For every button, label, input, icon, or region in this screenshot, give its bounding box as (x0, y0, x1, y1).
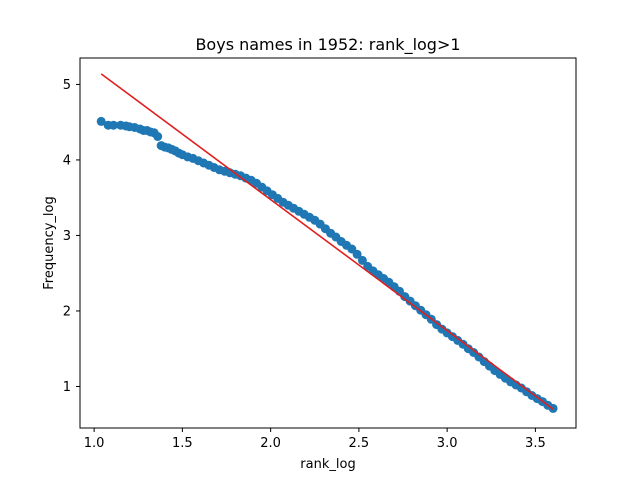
x-axis: 1.0 1.5 2.0 2.5 3.0 3.5 (84, 428, 546, 451)
x-tick-label: 3.0 (437, 436, 458, 451)
chart-title: Boys names in 1952: rank_log>1 (195, 35, 460, 55)
plot-marks (96, 73, 558, 413)
y-tick-label: 1 (63, 380, 71, 395)
fit-line (100, 73, 554, 410)
data-point (96, 116, 106, 126)
x-tick-label: 1.5 (172, 436, 193, 451)
data-point (109, 120, 118, 130)
y-tick-label: 5 (63, 78, 71, 93)
data-point (357, 255, 367, 265)
y-axis-label: Frequency_log (42, 196, 57, 289)
x-tick-label: 2.0 (260, 436, 281, 451)
x-tick-label: 1.0 (84, 436, 105, 451)
y-tick-label: 3 (63, 229, 71, 244)
x-tick-label: 2.5 (349, 436, 370, 451)
data-point (153, 132, 163, 141)
data-point (352, 249, 362, 259)
y-tick-label: 2 (63, 304, 71, 319)
y-axis: 1 2 3 4 5 (63, 78, 80, 395)
y-tick-label: 4 (63, 153, 71, 168)
x-axis-label: rank_log (300, 457, 355, 472)
plot-frame (79, 57, 577, 429)
x-tick-label: 3.5 (525, 436, 546, 451)
